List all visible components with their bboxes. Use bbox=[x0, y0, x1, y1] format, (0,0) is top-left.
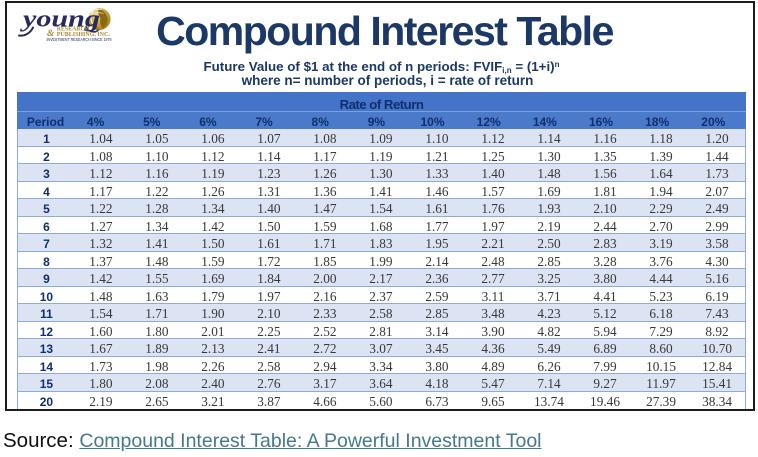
svg-text:&: & bbox=[47, 28, 55, 38]
svg-text:INVESTMENT RESEARCH SINCE 1978: INVESTMENT RESEARCH SINCE 1978 bbox=[47, 37, 112, 43]
svg-text:RESEARCH: RESEARCH bbox=[57, 26, 90, 32]
svg-text:PUBLISHING, INC.: PUBLISHING, INC. bbox=[57, 31, 111, 37]
